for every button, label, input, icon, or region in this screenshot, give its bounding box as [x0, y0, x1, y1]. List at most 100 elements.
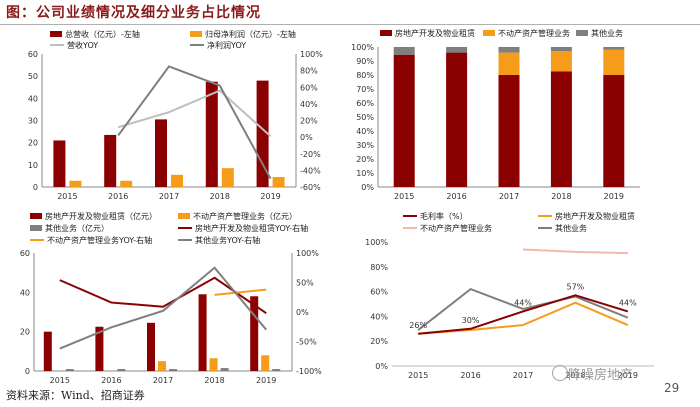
x-tick-label: 2015 — [394, 192, 414, 201]
chart-business-revenue: 房地产开发及物业租赁（亿元） 不动产资产管理业务（亿元） 其他业务（亿元） 房地产开发… — [20, 211, 322, 385]
bar-segment-other — [446, 47, 468, 53]
legend-swatch — [380, 30, 392, 36]
y-tick-label: 70% — [356, 85, 374, 94]
y2-tick-label: -60% — [300, 183, 321, 192]
y-tick-label: 40 — [28, 94, 38, 103]
source-note: 资料来源：Wind、招商证券 — [6, 389, 145, 402]
bar-net-profit — [69, 180, 82, 187]
line-other-margin — [417, 287, 629, 331]
bar-segment-asset-mgmt — [603, 49, 625, 75]
y-tick-label: 30 — [28, 117, 38, 126]
legend-label: 房地产开发及物业租赁 — [395, 28, 475, 38]
y-tick-label: 20 — [28, 139, 38, 148]
y2-tick-label: -50% — [296, 338, 317, 347]
data-label: 44% — [514, 298, 532, 307]
legend-swatch — [483, 30, 495, 36]
legend-label: 其他业务 — [555, 223, 587, 233]
bar-segment-realestate — [498, 75, 520, 187]
y2-tick-label: 0% — [300, 133, 313, 142]
y-tick-label: 80% — [370, 263, 388, 272]
y-tick-label: 60% — [356, 99, 374, 108]
y-tick-label: 0% — [361, 183, 374, 192]
bar-other — [65, 369, 74, 371]
y-tick-label: 20% — [370, 337, 388, 346]
legend-label: 不动产资产管理业务 — [498, 28, 570, 38]
bar-net-profit — [171, 174, 183, 187]
bar-segment-realestate — [393, 54, 415, 188]
bar-segment-other — [498, 47, 520, 53]
legend-label: 房地产开发及物业租赁YOY-右轴 — [195, 223, 308, 233]
legend-label: 总营收（亿元）-左轴 — [65, 29, 140, 39]
legend-label: 房地产开发及物业租赁 — [555, 211, 635, 221]
chart-business-share: 房地产开发及物业租赁 不动产资产管理业务 其他业务 0% 10% 20% 30% 40% 50%… — [351, 28, 640, 201]
bar-segment-other — [550, 47, 572, 52]
y-tick-label: 50 — [28, 72, 38, 81]
y2-tick-label: 40% — [300, 100, 318, 109]
watermark-icon — [552, 365, 568, 381]
x-tick-label: 2015 — [408, 371, 428, 380]
line-other-yoy — [59, 266, 267, 350]
y2-tick-label: 100% — [300, 50, 323, 59]
line-revenue-yoy — [117, 89, 272, 138]
legend-label: 营收YOY — [67, 40, 98, 50]
legend-label: 其他业务YOY-右轴 — [195, 235, 260, 245]
y2-tick-label: 100% — [296, 249, 319, 258]
legend-label: 其他业务（亿元） — [45, 223, 109, 233]
x-tick-label: 2019 — [260, 192, 280, 201]
y-tick-label: 60% — [370, 288, 388, 297]
legend-swatch — [178, 213, 190, 219]
bar-revenue — [155, 119, 167, 187]
y-tick-label: 100% — [365, 238, 388, 247]
y2-tick-label: 0% — [296, 308, 309, 317]
legend-label: 不动产资产管理业务（亿元） — [193, 211, 297, 221]
x-tick-label: 2017 — [153, 376, 173, 385]
bar-segment-realestate — [550, 71, 572, 187]
page-title: 图：公司业绩情况及细分业务占比情况 — [6, 5, 261, 21]
bar-net-profit — [272, 177, 285, 187]
legend-swatch — [30, 213, 42, 219]
y-tick-label: 40 — [20, 288, 30, 297]
x-tick-label: 2018 — [210, 192, 230, 201]
bar-net-profit — [120, 180, 133, 187]
legend-label: 不动产资产管理业务YOY-右轴 — [47, 235, 152, 245]
bar-asset-mgmt — [261, 355, 270, 371]
x-tick-label: 2019 — [604, 192, 624, 201]
bar-realestate — [198, 294, 207, 371]
x-tick-label: 2015 — [50, 376, 70, 385]
y-tick-label: 0 — [25, 367, 30, 376]
bar-realestate — [95, 326, 104, 371]
bar-segment-realestate — [603, 75, 625, 187]
bar-net-profit — [221, 168, 234, 187]
y-tick-label: 60 — [28, 50, 38, 59]
y-tick-label: 10 — [28, 161, 38, 170]
y-tick-label: 0% — [375, 362, 388, 371]
legend-swatch — [190, 31, 202, 37]
bar-realestate — [147, 322, 155, 371]
x-tick-label: 2017 — [159, 192, 179, 201]
x-tick-label: 2017 — [499, 192, 519, 201]
y2-tick-label: 80% — [300, 67, 318, 76]
line-profit-yoy — [117, 65, 272, 180]
legend-swatch — [50, 31, 62, 37]
x-tick-label: 2018 — [551, 192, 571, 201]
x-tick-label: 2019 — [618, 371, 638, 380]
bar-other — [169, 369, 177, 371]
y2-tick-label: 20% — [300, 117, 318, 126]
legend-label: 房地产开发及物业租赁（亿元） — [45, 211, 157, 221]
bar-revenue — [53, 140, 66, 187]
y-tick-label: 100% — [351, 43, 374, 52]
title-divider — [0, 24, 700, 25]
y2-tick-label: 50% — [296, 279, 314, 288]
page-number: 29 — [664, 381, 680, 395]
y-tick-label: 20% — [356, 155, 374, 164]
y2-tick-label: -100% — [296, 367, 322, 376]
bar-segment-asset-mgmt — [498, 52, 520, 75]
x-tick-label: 2019 — [256, 376, 276, 385]
x-tick-label: 2018 — [204, 376, 224, 385]
y-tick-label: 90% — [356, 57, 374, 66]
bar-other — [220, 368, 229, 371]
x-tick-label: 2015 — [57, 192, 77, 201]
legend-swatch — [576, 30, 588, 36]
